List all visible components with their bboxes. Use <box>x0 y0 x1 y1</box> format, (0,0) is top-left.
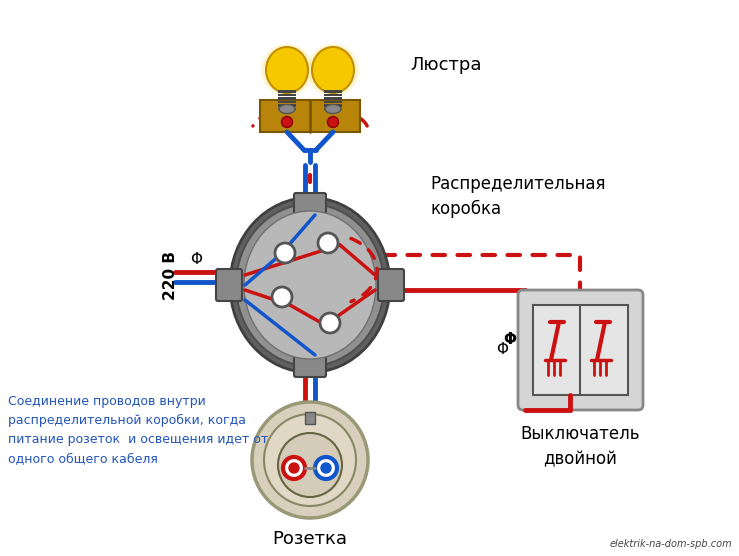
FancyBboxPatch shape <box>378 269 404 301</box>
Circle shape <box>252 402 368 518</box>
Circle shape <box>321 463 331 473</box>
Circle shape <box>327 117 338 127</box>
FancyBboxPatch shape <box>294 193 326 215</box>
Bar <box>324 93 342 96</box>
Text: Люстра: Люстра <box>410 56 482 74</box>
Bar <box>278 104 296 107</box>
Circle shape <box>275 243 295 263</box>
Ellipse shape <box>325 105 341 113</box>
Circle shape <box>289 463 299 473</box>
Text: 220 В: 220 В <box>163 251 178 300</box>
Bar <box>278 90 296 92</box>
Circle shape <box>315 457 337 479</box>
Ellipse shape <box>266 47 308 93</box>
Bar <box>324 101 342 103</box>
FancyBboxPatch shape <box>216 269 242 301</box>
Circle shape <box>282 117 293 127</box>
Circle shape <box>318 233 338 253</box>
Text: Соединение проводов внутри
распределительной коробки, когда
питание розеток  и о: Соединение проводов внутри распределител… <box>8 395 268 465</box>
Circle shape <box>264 414 356 506</box>
Bar <box>278 107 296 110</box>
Bar <box>324 97 342 100</box>
Circle shape <box>278 433 342 497</box>
Ellipse shape <box>279 105 295 113</box>
FancyBboxPatch shape <box>294 355 326 377</box>
Bar <box>324 90 342 92</box>
Circle shape <box>320 313 340 333</box>
Text: Выключатель
двойной: Выключатель двойной <box>520 425 640 468</box>
Bar <box>324 104 342 107</box>
Bar <box>278 93 296 96</box>
Bar <box>278 97 296 100</box>
Text: Φ: Φ <box>496 342 508 358</box>
Bar <box>533 305 628 395</box>
Bar <box>305 412 315 424</box>
Ellipse shape <box>261 44 313 96</box>
FancyBboxPatch shape <box>518 290 643 410</box>
Text: Φ: Φ <box>190 252 202 267</box>
Bar <box>278 101 296 103</box>
Text: Φ: Φ <box>503 332 517 348</box>
FancyBboxPatch shape <box>260 100 360 132</box>
Ellipse shape <box>307 44 359 96</box>
Text: Распределительная
коробка: Распределительная коробка <box>430 175 605 219</box>
Circle shape <box>283 457 305 479</box>
Ellipse shape <box>244 211 376 359</box>
Circle shape <box>272 287 292 307</box>
Ellipse shape <box>236 204 384 366</box>
Text: Розетка: Розетка <box>273 530 347 548</box>
Text: elektrik-na-dom-spb.com: elektrik-na-dom-spb.com <box>610 539 732 549</box>
Ellipse shape <box>230 197 390 373</box>
Bar <box>324 107 342 110</box>
Ellipse shape <box>312 47 354 93</box>
